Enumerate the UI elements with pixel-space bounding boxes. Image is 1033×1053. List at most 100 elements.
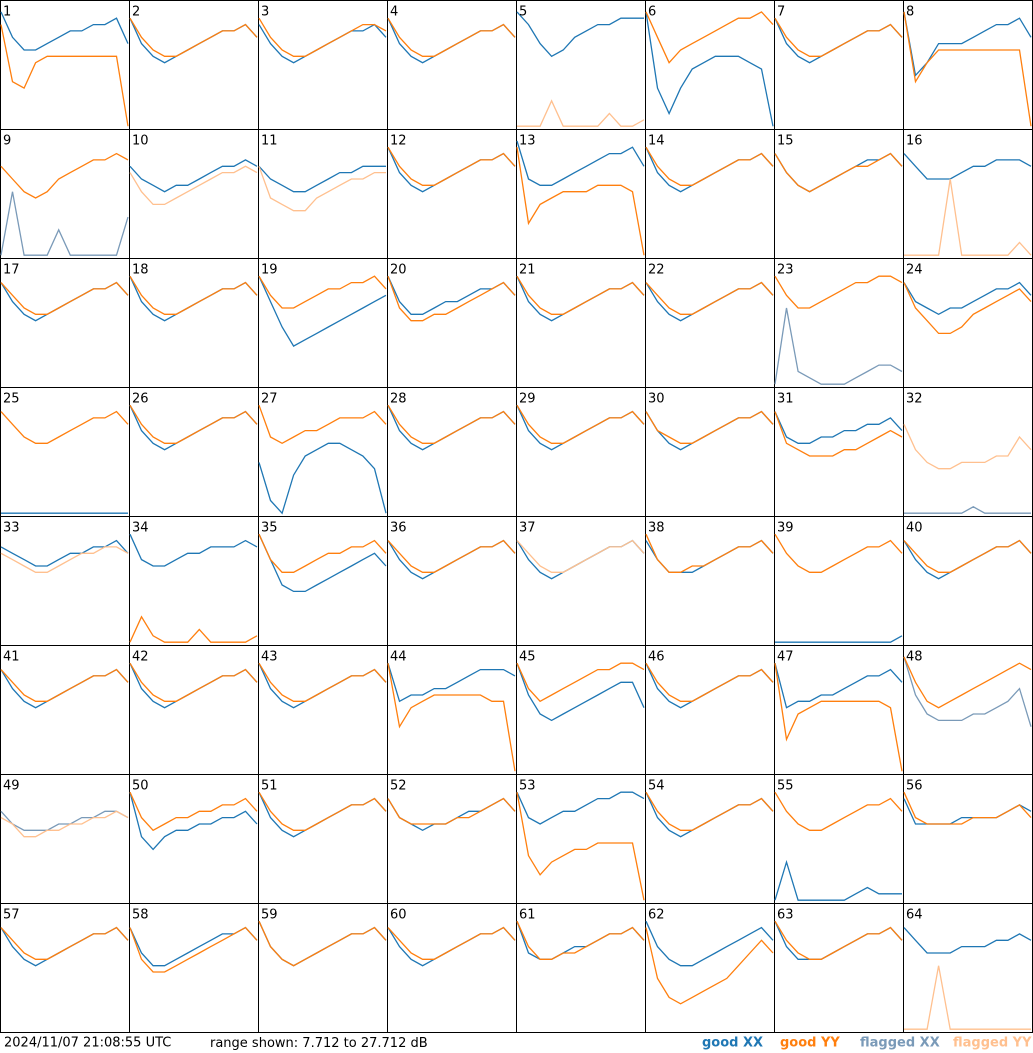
spectrum-line xyxy=(129,662,258,702)
range-text: range shown: 7.712 to 27.712 dB xyxy=(210,1036,428,1051)
spectrum-line xyxy=(258,165,386,193)
panel-label: 48 xyxy=(906,650,923,665)
panel: 46 xyxy=(645,645,775,775)
spectrum-line xyxy=(129,404,258,444)
panel-label: 57 xyxy=(3,908,20,923)
panel-frame xyxy=(645,387,775,517)
panel-label: 23 xyxy=(777,263,794,278)
spectrum-line xyxy=(903,11,1032,77)
panel-label: 58 xyxy=(132,908,149,923)
panel-frame xyxy=(774,903,904,1033)
panel: 4 xyxy=(387,0,517,130)
range-min: 7.712 xyxy=(302,1036,339,1051)
panel-frame xyxy=(903,645,1033,775)
panel-label: 44 xyxy=(390,650,407,665)
panel-frame xyxy=(387,903,517,1033)
panel-label: 30 xyxy=(648,392,665,407)
spectrum-line xyxy=(516,791,645,825)
panel: 57 xyxy=(0,903,130,1033)
spectrum-line xyxy=(129,791,258,832)
panel: 17 xyxy=(0,258,130,388)
legend-entry: flagged XX xyxy=(860,1036,940,1051)
panel-frame xyxy=(0,774,130,904)
panel-label: 54 xyxy=(648,779,665,794)
panel-frame xyxy=(258,774,388,904)
panel-label: 38 xyxy=(648,521,665,536)
spectrum-line xyxy=(774,533,903,573)
range-max: 27.712 xyxy=(361,1036,407,1051)
spectrum-line xyxy=(645,662,774,709)
spectrum-line xyxy=(258,17,387,57)
panel-label: 49 xyxy=(3,779,20,794)
spectrum-line xyxy=(516,147,645,256)
panel: 38 xyxy=(645,516,775,646)
spectrum-line xyxy=(645,281,774,315)
spectrum-line xyxy=(129,926,258,967)
spectrum-line xyxy=(129,926,258,973)
spectrum-line xyxy=(645,791,774,838)
spectrum-line xyxy=(903,11,1032,127)
panel-frame xyxy=(387,258,517,388)
panel-label: 18 xyxy=(132,263,149,278)
panel-frame xyxy=(516,387,646,517)
spectrum-line xyxy=(774,17,903,64)
panel-label: 55 xyxy=(777,779,794,794)
panel-frame xyxy=(774,258,904,388)
panel: 30 xyxy=(645,387,775,517)
panel: 45 xyxy=(516,645,646,775)
panel-frame xyxy=(258,903,388,1033)
panel-label: 28 xyxy=(390,392,407,407)
panel: 29 xyxy=(516,387,646,517)
panel-frame xyxy=(258,0,388,130)
panel: 32 xyxy=(903,387,1033,517)
panel-label: 64 xyxy=(906,908,923,923)
panel: 52 xyxy=(387,774,517,904)
panel-frame xyxy=(516,903,646,1033)
spectrum-line xyxy=(645,281,774,322)
spectrum-line xyxy=(0,539,129,567)
panel: 60 xyxy=(387,903,517,1033)
panel-label: 53 xyxy=(519,779,536,794)
panel-label: 33 xyxy=(3,521,20,536)
spectrum-line xyxy=(645,410,774,451)
spectrum-line xyxy=(387,275,516,315)
panel-label: 31 xyxy=(777,392,794,407)
panel: 14 xyxy=(645,129,775,259)
spectrum-line xyxy=(387,17,516,57)
panel-label: 63 xyxy=(777,908,794,923)
panel: 20 xyxy=(387,258,517,388)
spectrum-line xyxy=(645,533,774,573)
panel: 42 xyxy=(129,645,259,775)
panel: 56 xyxy=(903,774,1033,904)
panel-frame xyxy=(645,516,775,646)
spectrum-line xyxy=(258,23,387,64)
panel-label: 62 xyxy=(648,908,665,923)
spectrum-line xyxy=(387,146,516,193)
panel-label: 51 xyxy=(261,779,278,794)
panel-label: 12 xyxy=(390,134,407,149)
spectrum-line xyxy=(775,635,903,643)
panel-label: 14 xyxy=(648,134,665,149)
spectrum-line xyxy=(774,920,903,960)
panel-frame xyxy=(0,0,130,130)
panel-frame xyxy=(774,0,904,130)
panel-frame xyxy=(129,258,259,388)
spectrum-line xyxy=(516,275,645,315)
spectrum-line xyxy=(645,662,774,702)
spectrum-line xyxy=(258,662,387,709)
spectrum-line xyxy=(516,792,645,901)
spectrum-line xyxy=(903,153,1032,180)
panel: 25 xyxy=(0,387,130,517)
spectrum-line xyxy=(258,275,387,309)
spectrum-line xyxy=(129,275,258,322)
spectrum-line xyxy=(258,166,386,212)
panel-label: 43 xyxy=(261,650,278,665)
panel-label: 36 xyxy=(390,521,407,536)
spectrum-line xyxy=(258,275,387,347)
spectrum-line xyxy=(774,663,903,772)
spectrum-line xyxy=(903,927,1032,954)
spectrum-line xyxy=(387,404,516,451)
panel-label: 50 xyxy=(132,779,149,794)
panel-label: 41 xyxy=(3,650,20,665)
